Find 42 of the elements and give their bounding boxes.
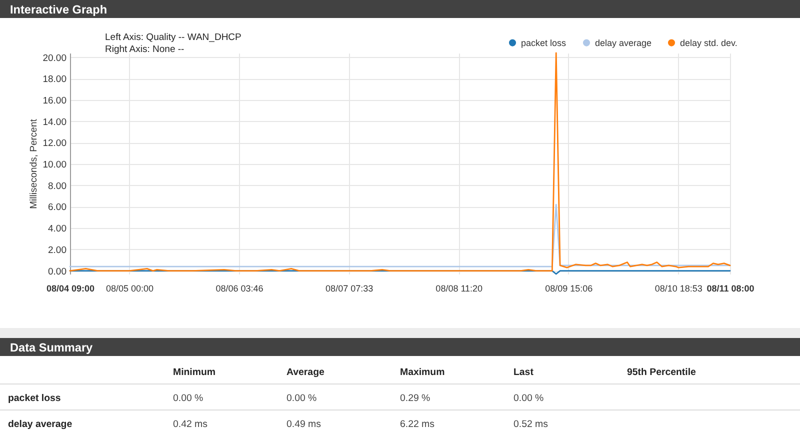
- x-tick-label: 08/11 08:00: [706, 284, 754, 294]
- y-tick-label: 12.00: [42, 138, 66, 150]
- y-axis-title: Milliseconds, Percent: [28, 118, 40, 209]
- y-tick-label: 8.00: [48, 180, 66, 192]
- text: 0.42 ms: [173, 419, 208, 430]
- text: 0.00 %: [173, 393, 204, 404]
- category-label: Last: [514, 367, 534, 378]
- text: Data Summary: [10, 340, 94, 354]
- legend-label: delay std. dev.: [680, 38, 738, 48]
- y-tick-label: 20.00: [42, 52, 66, 64]
- text: 0.52 ms: [514, 419, 548, 430]
- y-tick-label: 0.00: [48, 266, 66, 278]
- x-tick-label: 08/09 15:06: [545, 284, 593, 294]
- category-label: Average: [286, 367, 325, 378]
- annotation: Right Axis: None --: [105, 44, 184, 55]
- text: 0.29 %: [400, 393, 430, 404]
- y-tick-label: 18.00: [42, 74, 66, 86]
- y-tick-label: 10.00: [42, 160, 66, 171]
- category-label: 95th Percentile: [627, 367, 697, 378]
- text: Left Axis: Quality -- WAN_DHCP: [105, 32, 242, 43]
- text: 0.49 ms: [286, 419, 321, 430]
- y-tick-label: 6.00: [48, 202, 66, 214]
- text: delay average: [8, 419, 72, 430]
- x-tick-label: 08/08 11:20: [436, 284, 483, 294]
- y-tick-label: 14.00: [42, 116, 66, 128]
- y-tick-label: 2.00: [48, 244, 66, 256]
- text: 0.00 %: [514, 393, 544, 404]
- category-label: Maximum: [400, 367, 446, 378]
- x-tick-label: 08/10 18:53: [654, 284, 702, 294]
- text: 0.00 %: [286, 393, 317, 404]
- x-tick-label: 08/06 03:46: [216, 284, 264, 294]
- category-label: Minimum: [173, 367, 216, 378]
- text: 6.22 ms: [400, 419, 434, 430]
- y-tick-label: 16.00: [42, 95, 66, 106]
- x-tick-label: 08/07 07:33: [326, 284, 374, 294]
- text: packet loss: [8, 393, 61, 404]
- x-tick-label: 08/05 00:00: [106, 284, 154, 294]
- y-tick-label: 4.00: [48, 224, 66, 235]
- legend-label: packet loss: [521, 38, 567, 48]
- legend-label: delay average: [595, 38, 652, 48]
- chart-title: Interactive Graph: [10, 2, 108, 16]
- x-tick-label: 08/04 09:00: [46, 284, 95, 294]
